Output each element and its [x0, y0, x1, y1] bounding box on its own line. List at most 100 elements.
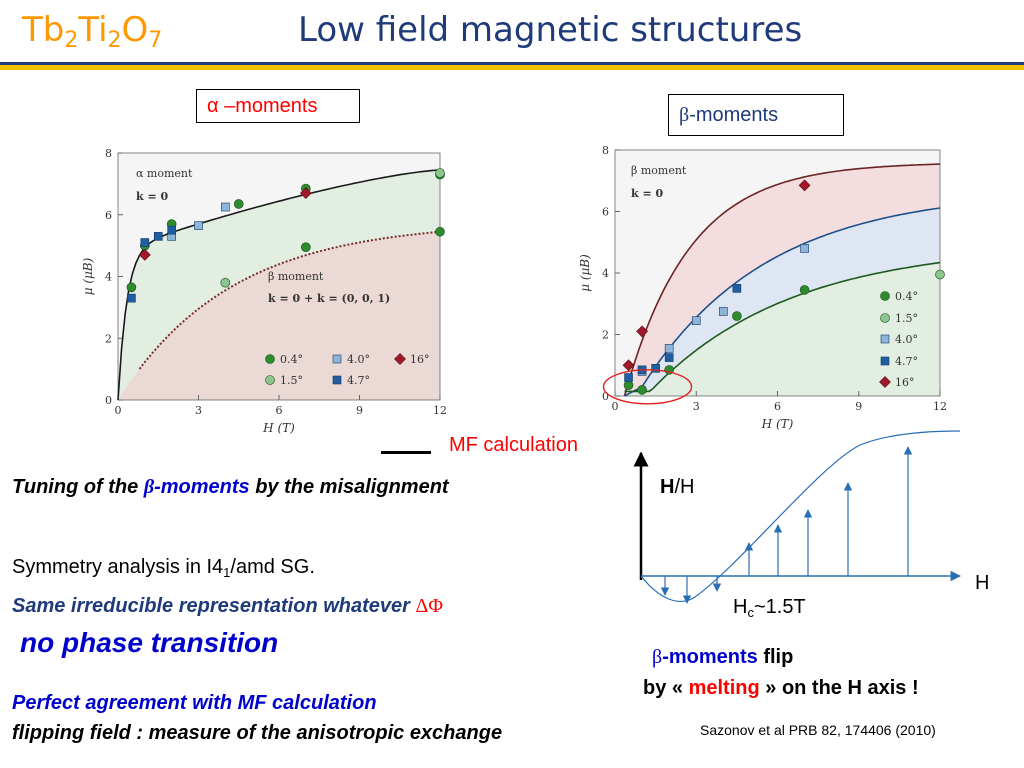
- data-point: [299, 187, 312, 200]
- legend-label: 4.0°: [895, 333, 918, 346]
- y-tick-label: 6: [602, 206, 609, 219]
- legend-marker: [880, 291, 890, 301]
- lower-fill: [624, 262, 940, 396]
- data-point: [664, 344, 674, 353]
- data-point: [623, 380, 634, 391]
- schematic-x-label: H: [975, 572, 990, 594]
- alpha-moments-label: α –moments: [196, 89, 360, 123]
- beta-fill: [118, 231, 440, 400]
- x-tick-label: 6: [774, 400, 781, 413]
- data-point: [435, 226, 445, 237]
- legend-marker: [394, 353, 406, 365]
- legend-label: 1.5°: [895, 312, 918, 325]
- low-field-highlight: [602, 369, 693, 405]
- title-rule-dark: [0, 62, 1024, 65]
- y-tick-label: 2: [105, 332, 112, 345]
- data-point: [167, 225, 176, 235]
- annotation: β moment: [631, 164, 687, 177]
- y-tick-label: 0: [105, 394, 112, 407]
- data-point: [800, 244, 809, 253]
- legend-label: 4.7°: [895, 355, 918, 368]
- formula-title: Tb2Ti2O7: [22, 10, 163, 53]
- title-rule-gold: [0, 65, 1024, 70]
- x-tick-label: 9: [356, 404, 363, 417]
- annotation: k = 0: [136, 190, 168, 203]
- x-tick-label: 0: [612, 400, 619, 413]
- y-axis-label: μ (μB): [81, 257, 95, 295]
- schematic-curve: [640, 430, 961, 602]
- data-point: [691, 316, 701, 325]
- y-tick-label: 4: [602, 267, 609, 280]
- x-tick-label: 3: [195, 404, 202, 417]
- x-axis-label: H (T): [761, 417, 794, 431]
- legend-label: 4.0°: [347, 353, 370, 366]
- beta-moments-label: β-moments: [668, 94, 844, 136]
- reference-text: Sazonov et al PRB 82, 174406 (2010): [700, 722, 936, 738]
- x-tick-label: 9: [855, 400, 862, 413]
- tuning-text: Tuning of the β-moments by the misalignm…: [12, 476, 449, 498]
- data-point: [138, 248, 151, 261]
- x-axis-label: H (T): [262, 421, 295, 435]
- x-tick-label: 12: [933, 400, 947, 413]
- data-point: [127, 293, 136, 303]
- curve-16: [623, 163, 941, 397]
- schematic-arrows: [660, 446, 913, 604]
- data-point: [719, 307, 728, 316]
- symmetry-text: Symmetry analysis in I41/amd SG.: [12, 556, 315, 580]
- legend-marker: [880, 334, 890, 344]
- y-tick-label: 6: [105, 209, 112, 222]
- y-tick-label: 4: [105, 271, 112, 284]
- flip-schematic: [633, 430, 962, 604]
- legend-label: 16°: [410, 353, 430, 366]
- flipping-text: flipping field : measure of the anisotro…: [12, 722, 503, 744]
- upper-fill: [624, 164, 940, 396]
- slide-title: Low field magnetic structures: [298, 10, 803, 50]
- legend-marker: [265, 354, 275, 364]
- data-point: [732, 284, 742, 293]
- data-point: [636, 325, 649, 338]
- y-axis-label: μ (μB): [578, 254, 592, 292]
- y-tick-label: 8: [105, 147, 112, 160]
- data-point: [435, 168, 445, 178]
- beta-moment-plot: 0 3 6 9 12 0 2 4 6 8 H (T) μ (μB) β moment k = 0 0.4° 1…: [578, 144, 947, 431]
- y-tick-label: 0: [602, 390, 609, 403]
- data-point: [220, 277, 231, 288]
- x-tick-label: 6: [276, 404, 283, 417]
- data-point: [798, 179, 811, 192]
- annotation: α moment: [136, 167, 193, 180]
- beta-mf-curve: [138, 230, 441, 370]
- curve-0-4: [624, 261, 941, 393]
- legend-label: 0.4°: [280, 353, 303, 366]
- legend-marker: [880, 356, 890, 366]
- data-point: [732, 311, 742, 321]
- data-point: [301, 242, 311, 252]
- y-tick-label: 8: [602, 144, 609, 157]
- annotation: k = 0: [631, 187, 663, 200]
- data-point: [637, 385, 647, 395]
- alpha-moment-plot: 0 3 6 9 12 0 2 4 6 8 H (T) μ (μB) α moment k = 0 β mom…: [81, 147, 447, 435]
- schematic-y-label: H/H: [660, 476, 695, 498]
- data-point: [233, 199, 244, 209]
- data-point: [624, 373, 633, 382]
- schematic-hc-label: Hc~1.5T: [733, 596, 806, 620]
- annotation: k = 0 + k = (0, 0, 1): [268, 292, 390, 305]
- legend-marker: [332, 375, 342, 385]
- irrep-text: Same irreducible representation whatever…: [12, 595, 443, 617]
- x-tick-label: 0: [115, 404, 122, 417]
- data-point: [935, 269, 945, 280]
- legend-label: 1.5°: [280, 374, 303, 387]
- data-point: [140, 238, 150, 247]
- mf-legend-line: [381, 451, 431, 454]
- legend-label: 0.4°: [895, 290, 918, 303]
- data-point: [194, 221, 203, 230]
- legend-marker: [265, 375, 275, 385]
- curve-4: [624, 207, 941, 397]
- x-tick-label: 3: [693, 400, 700, 413]
- agreement-text: Perfect agreement with MF calculation: [12, 692, 377, 714]
- data-point: [799, 285, 810, 295]
- data-point: [126, 282, 137, 293]
- data-point: [651, 364, 660, 373]
- data-point: [221, 202, 230, 212]
- legend-marker: [332, 354, 342, 364]
- x-tick-label: 12: [433, 404, 447, 417]
